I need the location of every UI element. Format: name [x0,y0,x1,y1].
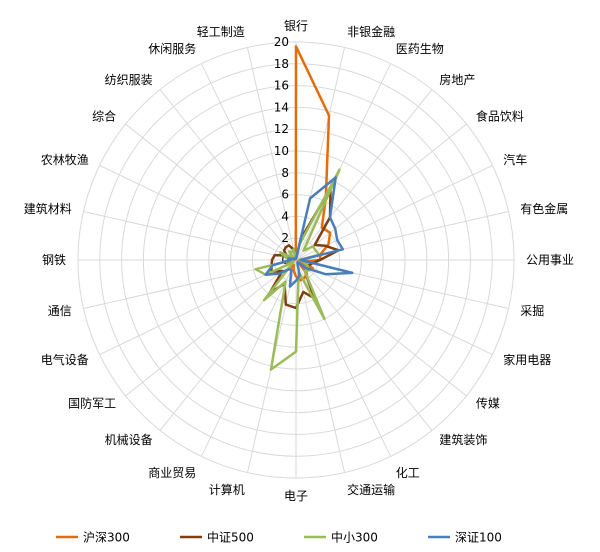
grid-spoke [99,259,297,356]
grid-spoke [159,89,297,261]
series-lines [254,45,354,371]
radial-tick-labels: 0 2 4 6 8 10 12 14 16 18 20 [274,35,289,267]
tick-label: 8 [281,166,289,180]
category-label: 钢铁 [42,253,66,267]
tick-label: 18 [274,57,289,71]
grid-spoke [247,47,297,261]
category-label: 纺织服装 [105,73,153,87]
grid-spoke [200,63,297,261]
category-label: 建筑材料 [24,201,72,216]
tick-label: 12 [274,122,289,136]
grid-spoke [295,123,467,261]
legend-label: 沪深300 [83,531,130,545]
category-label: 交通运输 [347,482,395,497]
category-label: 农林牧渔 [41,153,89,167]
tick-label: 14 [274,100,289,114]
category-label: 机械设备 [105,432,153,447]
grid-spoke [295,259,467,397]
category-label: 有色金属 [520,201,568,216]
category-label: 银行 [284,19,308,33]
series-line [264,176,354,288]
category-labels: 银行 非银金融医药生物房地产食品饮料汽车有色金属公用事业采掘家用电器传媒建筑装饰化… [24,19,574,503]
category-label: 商业贸易 [148,465,196,480]
grid-spoke [295,63,392,261]
category-label: 非银金融 [347,24,395,39]
category-label: 汽车 [503,152,527,167]
tick-label: 20 [274,35,289,49]
category-label: 家用电器 [503,352,551,367]
legend-label: 中证500 [207,530,254,545]
category-label: 建筑装饰 [439,432,487,447]
grid-spoke [125,259,297,397]
category-label: 医药生物 [396,42,444,56]
series-line [254,168,341,371]
category-label: 轻工制造 [197,25,245,39]
tick-label: 2 [281,231,289,245]
category-label: 电子 [284,489,308,503]
tick-label: 16 [274,79,289,93]
category-label: 食品饮料 [476,109,524,124]
grid-spoke [125,123,297,261]
category-label: 国防军工 [68,395,116,410]
category-label: 通信 [48,304,72,318]
legend-label: 深证100 [455,531,502,545]
grid-spoke [295,259,493,356]
tick-label: 0 [281,253,289,267]
category-label: 化工 [396,466,420,480]
grid-spoke [295,259,433,431]
category-label: 电气设备 [41,352,89,367]
grid-spoke [200,259,297,457]
category-label: 传媒 [476,395,500,410]
tick-label: 6 [281,188,289,202]
category-label: 采掘 [520,303,544,318]
grid-spoke [99,164,297,261]
legend-label: 中小300 [331,530,378,545]
legend: 沪深300 中证500 中小300 深证100 [56,530,502,545]
category-label: 休闲服务 [148,41,196,56]
grid-spoke [83,211,297,261]
tick-label: 10 [274,144,289,158]
category-label: 公用事业 [526,253,574,267]
category-label: 综合 [92,109,116,124]
tick-label: 4 [281,209,289,223]
category-label: 计算机 [209,482,245,497]
grid-spoke [295,89,433,261]
grid-spoke [295,259,345,473]
category-label: 房地产 [439,72,475,87]
